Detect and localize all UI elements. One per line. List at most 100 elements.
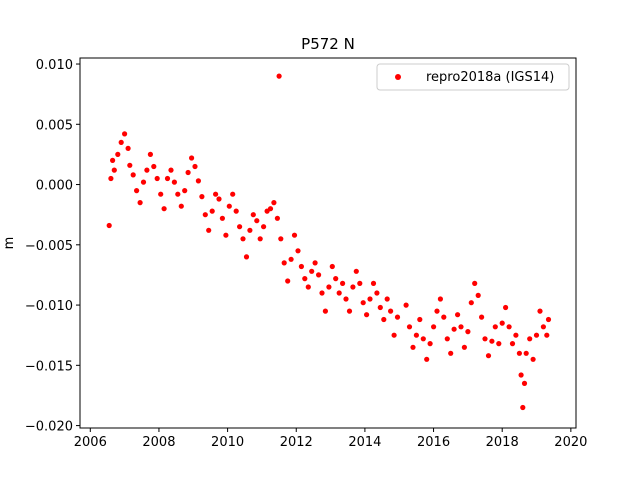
data-point: [384, 296, 390, 302]
data-point: [237, 224, 243, 230]
y-tick-label: −0.020: [25, 420, 73, 435]
data-point: [329, 263, 335, 270]
y-tick-label: 0.010: [36, 58, 73, 73]
data-point: [424, 356, 430, 362]
data-point: [513, 332, 519, 338]
x-axis: 2006 2008 2010 2012 2014 2016 2018 2020: [74, 428, 587, 450]
data-point: [189, 155, 195, 161]
data-point: [137, 200, 143, 206]
data-point: [274, 215, 280, 221]
data-point: [213, 191, 219, 197]
data-point: [381, 316, 387, 323]
data-point: [367, 296, 373, 302]
data-point: [427, 341, 433, 347]
data-point: [161, 206, 167, 212]
data-point: [448, 350, 454, 356]
data-point: [364, 312, 370, 318]
data-point: [202, 212, 208, 218]
data-point: [178, 203, 184, 209]
data-point: [134, 188, 140, 194]
data-point: [333, 276, 339, 282]
data-point: [115, 151, 121, 157]
data-point: [302, 276, 308, 282]
data-point: [127, 162, 133, 168]
data-point: [158, 191, 164, 197]
data-point: [140, 179, 147, 185]
x-tick-label: 2018: [486, 435, 519, 450]
data-point: [406, 324, 413, 330]
data-point: [417, 316, 423, 323]
data-point: [316, 272, 322, 278]
data-point: [391, 332, 397, 338]
data-point: [533, 332, 540, 338]
data-point: [413, 332, 419, 338]
data-point: [257, 236, 263, 242]
data-point: [451, 326, 457, 332]
data-point: [482, 336, 488, 342]
data-point: [353, 268, 359, 274]
data-point: [420, 336, 426, 342]
data-point: [291, 232, 298, 238]
data-point: [326, 284, 332, 290]
data-point: [247, 227, 253, 233]
data-point: [309, 268, 315, 274]
data-point: [118, 139, 124, 145]
data-point: [403, 302, 409, 308]
data-point: [465, 329, 471, 335]
data-point: [154, 175, 160, 182]
data-point: [545, 316, 552, 323]
data-point: [278, 236, 284, 242]
data-point: [195, 178, 201, 184]
data-point: [458, 324, 464, 330]
data-point: [537, 308, 543, 314]
data-point: [496, 341, 502, 347]
x-tick-label: 2006: [74, 435, 107, 450]
data-point: [288, 256, 294, 262]
data-point: [503, 304, 509, 311]
data-point: [492, 324, 498, 330]
data-point: [185, 169, 191, 176]
data-point: [209, 208, 215, 214]
data-point: [168, 167, 174, 173]
data-point: [147, 151, 153, 157]
data-point: [110, 157, 116, 163]
data-point: [455, 312, 461, 318]
data-point: [516, 350, 523, 356]
data-point: [298, 263, 304, 270]
data-point: [285, 278, 291, 284]
data-point: [219, 215, 225, 221]
x-tick-label: 2020: [554, 435, 587, 450]
data-point: [499, 320, 505, 326]
y-tick-label: −0.015: [25, 359, 73, 374]
data-point: [340, 280, 346, 286]
data-point: [106, 222, 112, 229]
data-point: [108, 175, 114, 182]
data-point: [479, 314, 485, 320]
data-point: [370, 280, 377, 286]
data-point: [544, 332, 550, 338]
data-point: [485, 353, 492, 359]
data-point: [144, 167, 150, 173]
data-point: [394, 314, 401, 320]
data-point: [377, 304, 383, 311]
data-point: [226, 203, 232, 209]
data-point: [374, 290, 380, 296]
data-point: [223, 232, 229, 238]
data-point: [261, 224, 267, 230]
data-point: [175, 191, 181, 197]
legend-label: repro2018a (IGS14): [426, 70, 554, 85]
data-point: [240, 236, 246, 242]
data-point: [281, 260, 287, 266]
data-point: [295, 248, 301, 254]
data-point: [122, 131, 128, 137]
data-point: [346, 308, 353, 314]
data-point: [243, 254, 250, 260]
data-point: [199, 194, 205, 200]
data-point: [506, 324, 512, 330]
data-point: [182, 188, 188, 194]
data-point: [192, 163, 198, 170]
data-point: [444, 336, 450, 342]
data-point: [206, 227, 212, 233]
x-tick-label: 2008: [142, 435, 175, 450]
